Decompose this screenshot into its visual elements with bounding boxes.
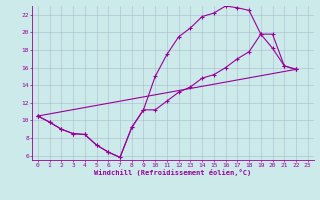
X-axis label: Windchill (Refroidissement éolien,°C): Windchill (Refroidissement éolien,°C)	[94, 169, 252, 176]
